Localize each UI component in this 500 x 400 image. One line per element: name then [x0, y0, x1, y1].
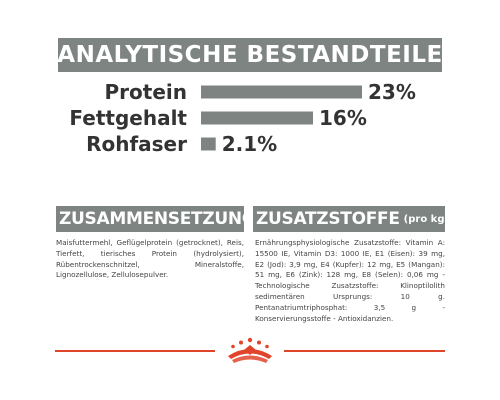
composition-header: ZUSAMMENSETZUNG: [56, 206, 244, 232]
additives-unit: (pro kg): [403, 213, 445, 225]
category-label: Protein: [105, 80, 187, 104]
additives-title: ZUSATZSTOFFE: [256, 209, 400, 229]
category-label: Fettgehalt: [69, 106, 187, 130]
additives-header: ZUSATZSTOFFE (pro kg): [253, 206, 445, 232]
analytics-bar-chart: Protein 23% Fettgehalt 16% Rohfaser 2.1%: [69, 80, 416, 156]
royal-canin-crown-icon: [228, 337, 272, 363]
value-label: 16%: [319, 106, 367, 130]
footer-line-left: [55, 350, 215, 352]
additives-text: Ernährungsphysiologische Zusatzstoffe: V…: [255, 238, 445, 323]
bar: [201, 111, 313, 125]
category-label: Rohfaser: [86, 132, 187, 156]
value-label: 2.1%: [222, 132, 277, 156]
analytics-banner: ANALYTISCHE BESTANDTEILE: [57, 38, 443, 72]
footer-line-right: [284, 350, 445, 352]
bar: [201, 137, 216, 151]
analytics-title: ANALYTISCHE BESTANDTEILE: [57, 42, 443, 68]
composition-text: Maisfuttermehl, Geflügelprotein (getrock…: [56, 238, 244, 280]
bar: [201, 85, 362, 99]
value-label: 23%: [368, 80, 416, 104]
composition-title: ZUSAMMENSETZUNG: [59, 209, 244, 229]
